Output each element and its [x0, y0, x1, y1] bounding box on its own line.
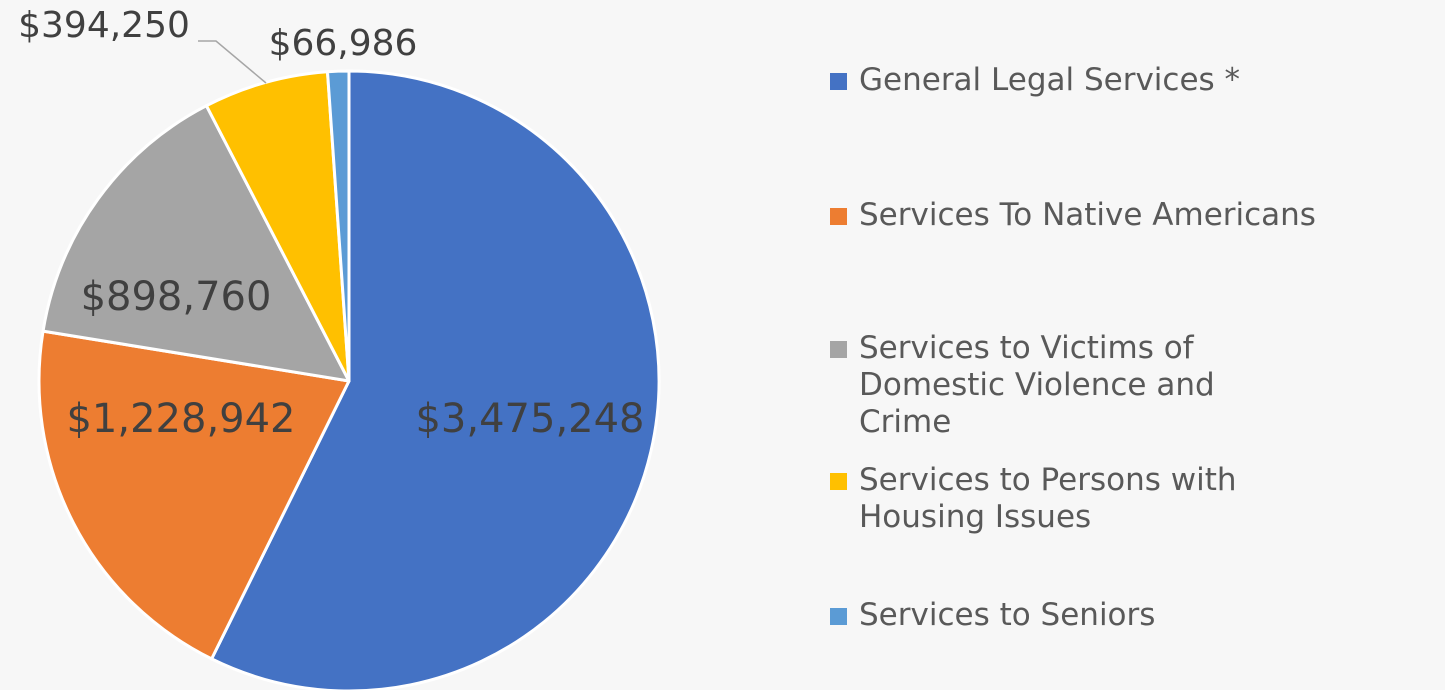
legend-swatch — [830, 208, 847, 225]
legend-item-housing-issues: Services to Persons with Housing Issues — [830, 462, 1329, 536]
pie-slices — [37, 69, 661, 690]
data-label-0: $3,475,248 — [415, 396, 644, 442]
legend-item-native-americans: Services To Native Americans — [830, 197, 1429, 234]
legend-swatch — [830, 73, 847, 90]
data-label-4: $66,986 — [269, 23, 418, 64]
pie-chart: $3,475,248 $1,228,942 $898,760 $394,250 $66,… — [18, 5, 661, 690]
leader-line-3 — [198, 40, 267, 84]
pie-slice-1 — [37, 329, 351, 661]
legend-swatch — [830, 473, 847, 490]
chart-legend: General Legal Services * Services To Nat… — [830, 0, 1440, 690]
legend-label: Services to Persons with Housing Issues — [859, 462, 1237, 535]
data-label-2: $898,760 — [81, 274, 272, 320]
legend-label: General Legal Services * — [859, 62, 1241, 98]
legend-label: Services to Seniors — [859, 597, 1156, 633]
legend-item-seniors: Services to Seniors — [830, 597, 1429, 634]
legend-label: Services To Native Americans — [859, 197, 1316, 233]
legend-swatch — [830, 608, 847, 625]
data-label-1: $1,228,942 — [66, 396, 295, 442]
pie-slice-4 — [326, 69, 351, 383]
legend-swatch — [830, 341, 847, 358]
data-labels: $3,475,248 $1,228,942 $898,760 $394,250 $66,… — [18, 5, 644, 442]
legend-label: Services to Victims of Domestic Violence… — [859, 330, 1215, 440]
legend-item-general-legal-services: General Legal Services * — [830, 62, 1429, 99]
pie-slice-2 — [41, 104, 351, 383]
leader-lines — [198, 40, 267, 84]
legend-item-domestic-violence: Services to Victims of Domestic Violence… — [830, 330, 1219, 441]
data-label-3: $394,250 — [18, 5, 190, 46]
